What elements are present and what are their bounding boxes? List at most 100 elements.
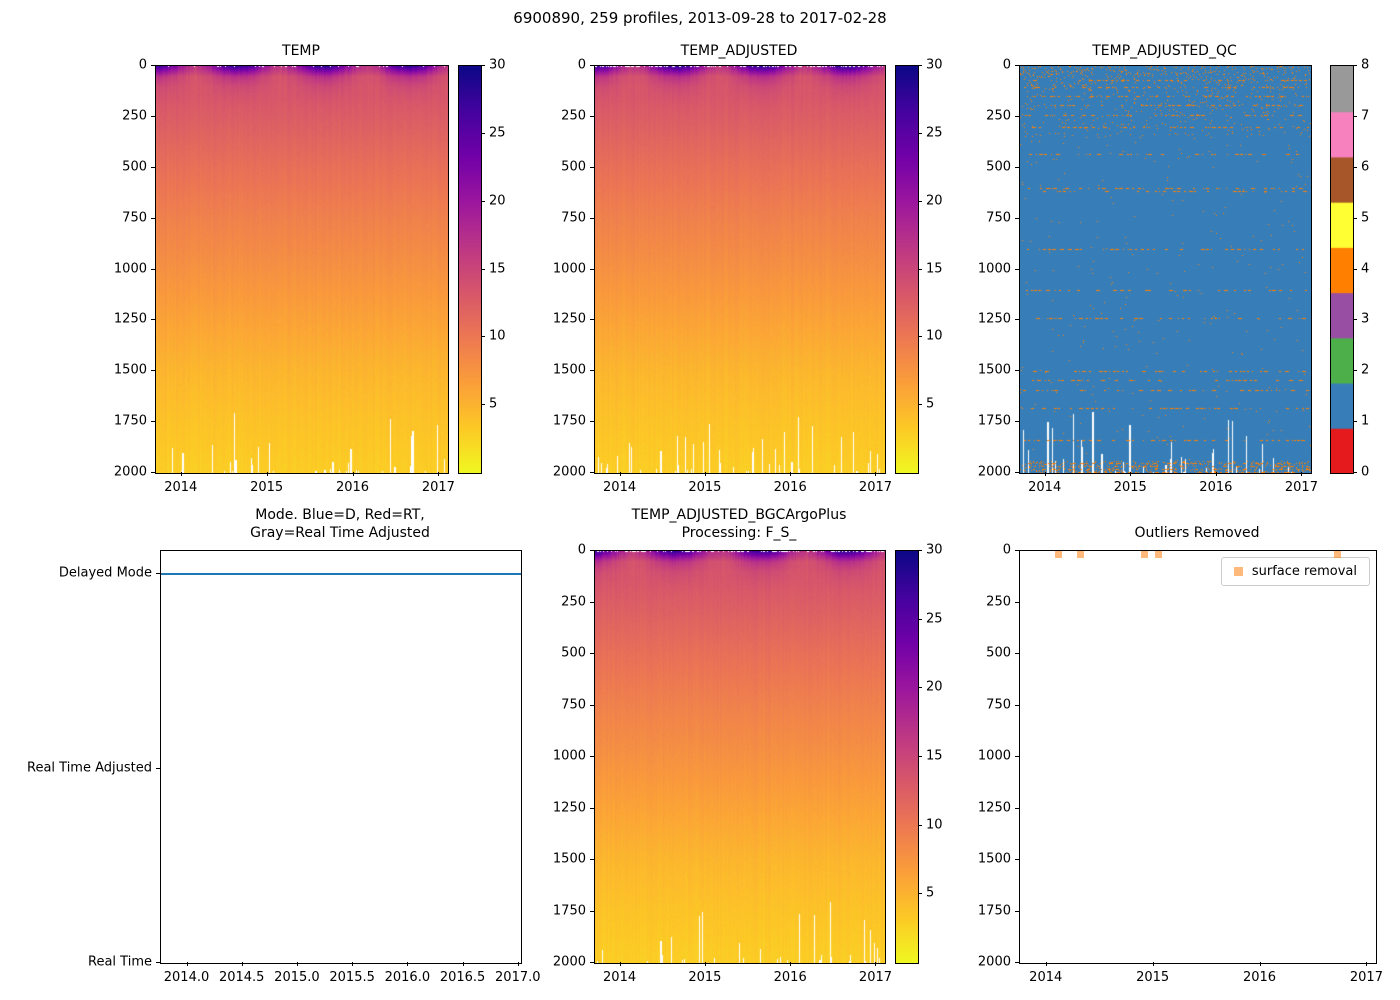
tick-label: 15 bbox=[489, 261, 506, 276]
tick-label: 2014 bbox=[1028, 480, 1062, 495]
tick-label: 2016 bbox=[1242, 970, 1277, 985]
tick-label: 1500 bbox=[113, 362, 147, 378]
tick-label: 2015 bbox=[1113, 480, 1147, 495]
tick-label: 2016 bbox=[773, 480, 807, 495]
tick-mark bbox=[918, 200, 922, 202]
tick-mark bbox=[1015, 653, 1019, 654]
tick-label: 1000 bbox=[977, 261, 1011, 276]
tick-mark bbox=[156, 962, 160, 963]
tick-mark bbox=[407, 962, 409, 966]
tick-label: 750 bbox=[986, 697, 1011, 712]
tick-label: 1750 bbox=[977, 903, 1011, 918]
tick-label: 2014 bbox=[164, 480, 198, 495]
tick-mark bbox=[590, 910, 594, 912]
tick-mark bbox=[151, 115, 155, 117]
tick-mark bbox=[151, 65, 155, 66]
tick-mark bbox=[918, 687, 922, 689]
tick-label: 30 bbox=[926, 542, 943, 558]
tick-mark bbox=[590, 268, 594, 270]
temp-heatmap-canvas bbox=[156, 66, 448, 473]
tick-mark bbox=[1301, 472, 1303, 476]
tick-mark bbox=[296, 962, 298, 966]
temp-adjusted-colorbar bbox=[895, 65, 919, 474]
tick-mark bbox=[151, 472, 155, 473]
tick-mark bbox=[1353, 115, 1357, 117]
tick-label: 20 bbox=[926, 193, 943, 209]
tick-mark bbox=[1353, 472, 1357, 473]
tick-label: 20 bbox=[926, 679, 943, 695]
tick-label: 2015.0 bbox=[274, 970, 320, 985]
tick-mark bbox=[590, 756, 594, 757]
tick-label: 1500 bbox=[977, 851, 1011, 867]
tick-label: 750 bbox=[122, 210, 147, 226]
tick-mark bbox=[1015, 319, 1019, 321]
tick-mark bbox=[241, 962, 243, 966]
tick-mark bbox=[180, 472, 182, 476]
tick-label: 2000 bbox=[977, 954, 1011, 970]
tick-label: 20 bbox=[489, 193, 506, 209]
temp-heatmap-plot bbox=[155, 65, 449, 474]
tick-label: 0 bbox=[138, 57, 147, 73]
outliers-plot: surface removal bbox=[1019, 550, 1377, 964]
tick-mark bbox=[918, 65, 922, 66]
tick-mark bbox=[517, 962, 519, 966]
tick-label: 1000 bbox=[552, 748, 586, 764]
bgc-colorbar bbox=[895, 550, 919, 964]
tick-mark bbox=[352, 962, 354, 966]
tick-mark bbox=[1353, 370, 1357, 372]
subplot-title-mode-line2: Gray=Real Time Adjusted bbox=[250, 525, 430, 541]
tick-label: 250 bbox=[561, 594, 586, 609]
tick-mark bbox=[918, 893, 922, 895]
tick-mark bbox=[1015, 217, 1019, 219]
tick-label: 2000 bbox=[977, 464, 1011, 480]
tick-mark bbox=[1015, 370, 1019, 372]
tick-label: 10 bbox=[489, 328, 506, 344]
tick-label: 5 bbox=[926, 885, 935, 901]
tick-mark bbox=[790, 962, 792, 966]
tick-label: 3 bbox=[1361, 311, 1370, 327]
tick-mark bbox=[1015, 472, 1019, 473]
bgc-heatmap-plot bbox=[594, 550, 886, 964]
tick-mark bbox=[1353, 217, 1357, 219]
bgc-heatmap-canvas bbox=[595, 551, 885, 963]
tick-mark bbox=[918, 824, 922, 826]
tick-mark bbox=[1215, 472, 1217, 476]
tick-label: 30 bbox=[489, 57, 506, 73]
tick-mark bbox=[590, 550, 594, 551]
outlier-point bbox=[1077, 550, 1085, 558]
tick-mark bbox=[918, 268, 922, 270]
tick-label: 4 bbox=[1361, 261, 1370, 276]
tick-label: 500 bbox=[561, 159, 586, 175]
tick-mark bbox=[151, 421, 155, 423]
tick-mark bbox=[590, 421, 594, 423]
tick-label: 15 bbox=[926, 261, 943, 276]
tick-label: 1250 bbox=[552, 800, 586, 815]
tick-mark bbox=[590, 115, 594, 117]
tick-label: 1250 bbox=[113, 311, 147, 327]
tick-label: 2017 bbox=[858, 970, 893, 985]
tick-label: 2000 bbox=[552, 464, 586, 480]
tick-label: 750 bbox=[561, 210, 586, 226]
tick-label: 15 bbox=[926, 748, 943, 764]
tick-label: 250 bbox=[986, 108, 1011, 124]
tick-label: 5 bbox=[926, 396, 935, 412]
tick-label: Delayed Mode bbox=[58, 565, 152, 581]
temp-colorbar-canvas bbox=[459, 66, 481, 473]
tick-mark bbox=[151, 268, 155, 270]
tick-mark bbox=[875, 962, 877, 966]
tick-label: 25 bbox=[926, 611, 943, 627]
tick-mark bbox=[918, 336, 922, 338]
subplot-title-bgc-line2: Processing: F_S_ bbox=[681, 525, 797, 541]
tick-label: 2017.0 bbox=[495, 970, 541, 985]
tick-label: 2016 bbox=[335, 480, 370, 495]
tick-label: Real Time bbox=[88, 954, 152, 970]
tick-mark bbox=[481, 200, 485, 202]
tick-mark bbox=[1015, 807, 1019, 809]
tick-label: 2017 bbox=[1349, 970, 1383, 985]
legend: surface removal bbox=[1220, 557, 1370, 586]
tick-mark bbox=[1015, 756, 1019, 757]
subplot-title-temp-adjusted-qc: TEMP_ADJUSTED_QC bbox=[1092, 43, 1237, 59]
tick-label: 2000 bbox=[113, 464, 147, 480]
tick-label: 7 bbox=[1361, 108, 1370, 124]
